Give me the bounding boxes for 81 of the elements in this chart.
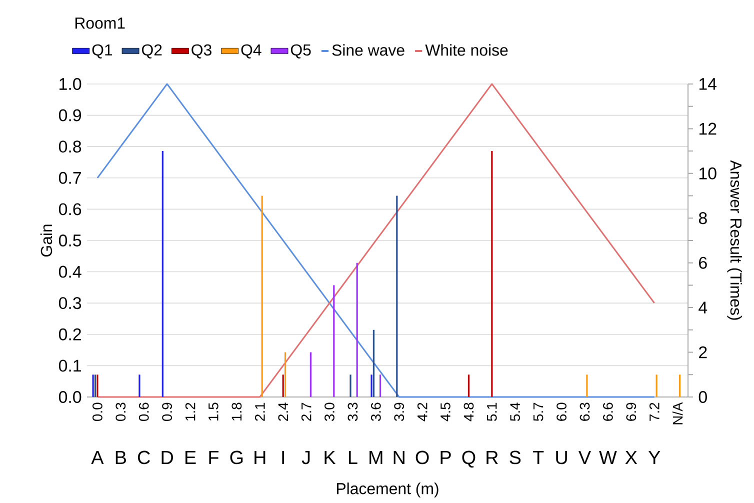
- x-tick-label: 2.4: [278, 402, 288, 421]
- text: C: [138, 450, 150, 464]
- x-axis-title: Placement (m): [337, 482, 438, 498]
- text: N: [394, 450, 404, 464]
- text: M: [370, 450, 382, 464]
- y-tick-label: 1.0: [60, 78, 82, 90]
- legend-label: Sine wave: [332, 44, 404, 56]
- legend-label: Q1: [92, 44, 112, 58]
- y-tick-label: 0.5: [58, 234, 82, 246]
- text: V: [578, 450, 591, 464]
- y-tick-label: 0.7: [58, 172, 81, 184]
- text: I: [282, 450, 284, 464]
- y2-tick-label: 4: [698, 302, 708, 314]
- legend-label: Q3: [192, 44, 212, 58]
- x-tick-label: 3.6: [370, 402, 381, 422]
- x-tick-label: 5.4: [510, 402, 520, 421]
- x-tick-label: N/A: [672, 402, 683, 424]
- y-axis-title: Gain: [40, 224, 52, 257]
- y-tick-label: 0.0: [58, 390, 82, 403]
- y-tick-label: 0.6: [58, 203, 82, 216]
- x-tick-label: 4.2: [417, 402, 428, 422]
- x-tick-label: 2.7: [301, 402, 312, 421]
- text: S: [510, 450, 521, 464]
- text: A: [91, 450, 104, 464]
- x-tick-label: 0.9: [162, 402, 172, 422]
- x-tick-label: 3.3: [348, 402, 358, 422]
- x-tick-label: 4.8: [464, 402, 474, 422]
- text: W: [599, 450, 617, 464]
- x-tick-label: 1.8: [232, 402, 242, 420]
- text: Y: [648, 450, 660, 464]
- x-tick-label: 0.0: [92, 402, 102, 422]
- text: Q: [462, 450, 476, 468]
- y2-tick-label: 2: [699, 346, 707, 358]
- x-tick-label: 4.5: [440, 402, 450, 422]
- text: O: [416, 450, 429, 464]
- text: L: [348, 450, 358, 464]
- y2-tick-label: 14: [699, 78, 717, 90]
- y-tick-label: 0.1: [58, 360, 82, 372]
- x-tick-label: 5.7: [533, 402, 544, 421]
- text: D: [162, 450, 173, 464]
- x-tick-label: 6.3: [580, 402, 590, 421]
- text: H: [254, 450, 266, 464]
- x-tick-label: 6.9: [626, 402, 636, 421]
- legend-label: Q5: [290, 44, 311, 58]
- x-tick-label: 5.1: [487, 402, 497, 421]
- x-tick-label: 0.3: [116, 402, 126, 422]
- text: R: [486, 450, 498, 464]
- text: T: [532, 450, 544, 464]
- x-tick-label: 0.6: [138, 402, 149, 422]
- text: F: [209, 450, 218, 464]
- text: K: [324, 450, 336, 464]
- y-tick-label: 0.3: [58, 297, 82, 310]
- y2-axis-title: Answer Result (Times): [727, 160, 742, 320]
- x-tick-label: 6.6: [603, 402, 613, 421]
- legend-label: White noise: [425, 44, 508, 56]
- x-tick-label: 1.5: [208, 402, 218, 420]
- y-tick-label: 0.8: [58, 140, 82, 153]
- text: P: [440, 450, 451, 464]
- x-tick-label: 3.0: [324, 402, 334, 422]
- text: U: [556, 450, 567, 464]
- legend-label: Q4: [241, 44, 262, 58]
- y2-tick-label: 12: [699, 122, 716, 135]
- y-tick-label: 0.9: [58, 109, 82, 122]
- y-tick-label: 0.2: [58, 328, 81, 340]
- y-tick-label: 0.4: [58, 266, 82, 278]
- text: B: [116, 450, 126, 464]
- y2-tick-label: 0: [698, 390, 707, 403]
- text: X: [625, 450, 638, 464]
- legend-label: Q2: [142, 44, 162, 58]
- text: E: [186, 450, 196, 464]
- x-tick-label: 3.9: [394, 402, 404, 422]
- legend-title: Room1: [75, 18, 125, 29]
- x-tick-label: 2.1: [255, 402, 265, 421]
- x-tick-label: 1.2: [185, 402, 196, 420]
- y2-tick-label: 10: [699, 167, 716, 180]
- x-tick-label: 6.0: [556, 402, 566, 421]
- y2-tick-label: 6: [699, 256, 707, 269]
- x-tick-label: 7.2: [649, 402, 660, 421]
- text: J: [302, 450, 310, 464]
- y2-tick-label: 8: [698, 212, 707, 224]
- text: G: [230, 450, 243, 464]
